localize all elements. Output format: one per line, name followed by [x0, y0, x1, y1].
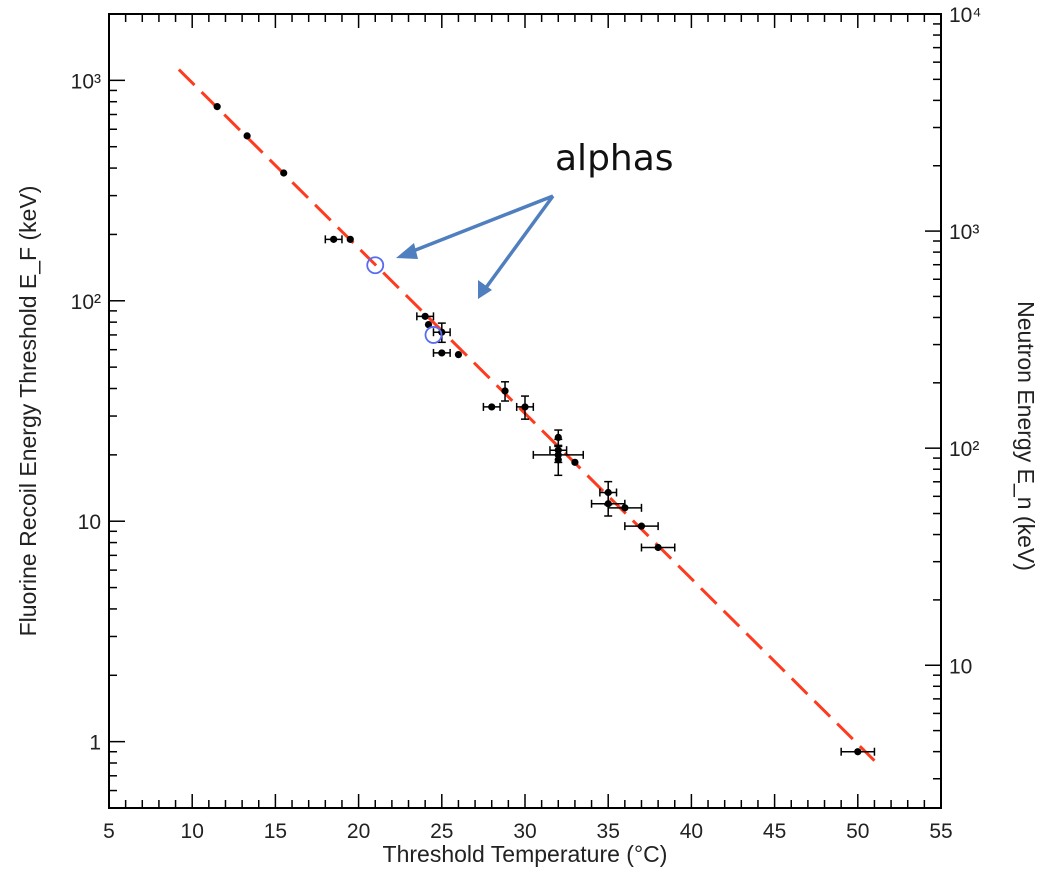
data-point [243, 132, 251, 140]
right-tick-label: 10² [949, 438, 979, 461]
alpha-point [366, 256, 385, 275]
right-tick-label: 10³ [949, 221, 979, 244]
y-tick-labels: 1 10 10² 10³ [71, 70, 101, 754]
y-axis-title-right: Neutron Energy E_n (keV) [1013, 301, 1039, 571]
right-tick-label: 10 [949, 655, 972, 678]
data-point [213, 103, 221, 111]
right-tick-labels: 10 10² 10³ 10⁴ [949, 4, 981, 678]
data-point [280, 169, 288, 177]
x-tick-label: 55 [929, 820, 952, 843]
y-tick-label: 10² [71, 291, 101, 314]
y-tick-label: 10 [78, 511, 101, 534]
data-point [571, 458, 579, 466]
arrow-head-2 [478, 280, 492, 299]
alpha-point [424, 326, 443, 344]
data-point [854, 748, 862, 756]
data-point [554, 451, 562, 459]
annotation-arrows [396, 194, 555, 299]
data-point [424, 320, 433, 329]
data-point [330, 235, 338, 243]
x-tick-label: 10 [181, 820, 204, 843]
x-tick-label: 40 [680, 820, 703, 843]
arrow-to-alpha-2 [483, 194, 555, 291]
x-tick-label: 20 [347, 820, 370, 843]
data-point [501, 387, 509, 395]
data-point [621, 504, 629, 512]
x-tick-label: 30 [513, 820, 536, 843]
axis-ticks [108, 13, 942, 809]
data-point [421, 312, 429, 320]
data-point [637, 522, 646, 530]
data-point [438, 349, 446, 357]
x-tick-label: 50 [846, 820, 869, 843]
y-tick-label: 10³ [71, 70, 101, 93]
y-axis-title-left: Fluorine Recoil Energy Threshold E_F (ke… [15, 186, 41, 637]
x-tick-label: 25 [430, 820, 453, 843]
data-point [654, 543, 662, 552]
data-point [521, 403, 529, 411]
annotation-alphas: alphas [555, 138, 674, 179]
x-tick-label: 35 [597, 820, 620, 843]
y-tick-label: 1 [89, 732, 101, 755]
alpha-points [366, 256, 443, 344]
arrow-head-1 [396, 243, 418, 259]
x-tick-label: 45 [763, 820, 786, 843]
x-tick-label: 15 [264, 820, 287, 843]
data-point [604, 500, 612, 508]
data-point [488, 403, 496, 411]
fit-line [177, 68, 876, 762]
right-tick-label: 10⁴ [949, 4, 981, 27]
x-tick-label: 5 [103, 820, 115, 843]
fit-line-group [177, 68, 876, 762]
data-point [454, 350, 463, 359]
x-axis-title: Threshold Temperature (°C) [383, 841, 668, 867]
x-tick-labels: 5 10 15 20 25 30 35 40 45 50 55 [103, 820, 953, 843]
data-point [346, 235, 354, 243]
arrow-to-alpha-1 [407, 194, 554, 255]
